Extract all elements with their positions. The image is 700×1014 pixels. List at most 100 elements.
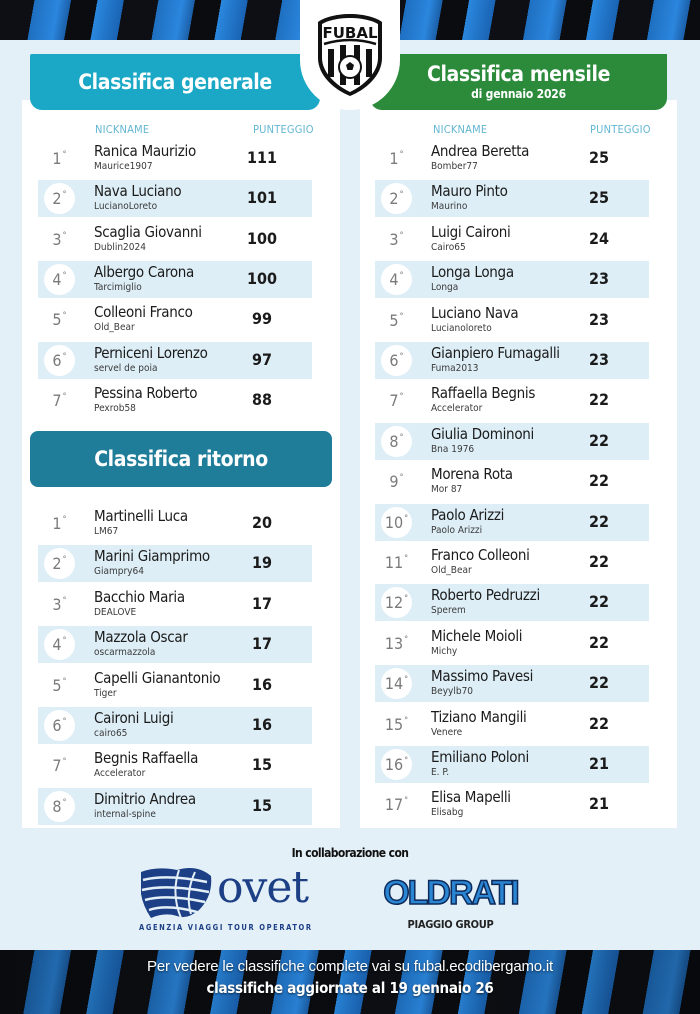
rank-badge: 7° — [44, 385, 75, 416]
ovet-wordmark: ovet — [217, 862, 309, 913]
player-score: 88 — [251, 389, 273, 409]
degree-symbol: ° — [404, 634, 409, 645]
player-nickname: Lucianoloreto — [431, 322, 492, 334]
degree-symbol: ° — [399, 190, 404, 201]
player-score: 22 — [588, 632, 610, 652]
col-nickname: NICKNAME — [433, 123, 488, 136]
degree-symbol: ° — [62, 676, 67, 687]
rank-badge: 3° — [381, 224, 412, 255]
rank-badge: 17° — [381, 789, 412, 820]
rank-number: 6 — [389, 351, 399, 370]
rank-number: 14 — [384, 674, 404, 694]
rank-number: 9 — [389, 472, 399, 492]
player-score: 25 — [588, 188, 610, 208]
table-row: 7° Pessina Roberto Pexrob58 88 — [38, 382, 312, 419]
player-name: Dimitrio Andrea — [94, 789, 196, 808]
rank-number: 6 — [52, 716, 62, 735]
player-nickname: Dublin2024 — [94, 241, 146, 253]
rank-badge: 2° — [44, 183, 75, 215]
rank-badge: 4° — [44, 629, 75, 661]
rank-badge: 2° — [381, 183, 412, 215]
rank-number: 13 — [384, 633, 404, 653]
player-score: 23 — [588, 350, 610, 369]
rank-badge: 6° — [44, 710, 75, 741]
rank-number: 7 — [52, 756, 62, 776]
degree-symbol: ° — [399, 432, 404, 443]
player-nickname: Pexrob58 — [94, 402, 136, 414]
player-score: 22 — [588, 713, 610, 733]
player-nickname: Elisabg — [431, 807, 464, 819]
player-nickname: DEALOVE — [94, 606, 137, 618]
rank-number: 4 — [52, 635, 62, 655]
rank-number: 17 — [384, 795, 404, 815]
table-row: 1° Ranica Maurizio Maurice1907 111 — [38, 140, 312, 177]
table-row: 17° Elisa Mapelli Elisabg 21 — [375, 786, 649, 823]
player-nickname: Tiger — [94, 687, 117, 699]
player-score: 22 — [588, 592, 610, 612]
player-name: Giulia Dominoni — [431, 424, 534, 443]
player-score: 100 — [246, 228, 278, 248]
player-nickname: Sperem — [431, 605, 466, 617]
table-row: 6° Caironi Luigi cairo65 16 — [38, 707, 312, 744]
rank-number: 5 — [52, 675, 62, 695]
player-nickname: cairo65 — [94, 728, 128, 739]
degree-symbol: ° — [404, 756, 409, 766]
player-score: 17 — [251, 634, 273, 654]
table-row: 13° Michele Moioli Michy 22 — [375, 625, 649, 662]
rank-badge: 6° — [44, 344, 75, 376]
table-row: 7° Raffaella Begnis Accelerator 22 — [375, 382, 649, 419]
player-nickname: Beyylb70 — [431, 686, 474, 698]
table-row: 4° Mazzola Oscar oscarmazzola 17 — [38, 626, 312, 664]
player-name: Andrea Beretta — [431, 142, 530, 160]
table-row: 1° Andrea Beretta Bomber77 25 — [375, 140, 649, 177]
table-row: 2° Marini Giamprimo Giampry64 19 — [38, 545, 312, 583]
degree-symbol: ° — [62, 150, 67, 160]
rank-badge: 5° — [44, 304, 75, 335]
rank-badge: 5° — [381, 305, 412, 336]
rank-badge: 7° — [381, 385, 412, 416]
header-classifica-mensile: Classifica mensile di gennaio 2026 — [370, 54, 667, 110]
footer-updated-line: classifiche aggiornate al 19 gennaio 26 — [206, 979, 494, 997]
rank-number: 10 — [384, 512, 404, 532]
fubal-logo: FUBAL — [300, 0, 400, 110]
rank-number: 15 — [384, 714, 404, 734]
player-name: Mazzola Oscar — [94, 628, 188, 647]
rank-number: 12 — [384, 593, 404, 613]
rank-badge: 13° — [381, 628, 412, 659]
col-punteggio: PUNTEGGIO — [253, 123, 314, 136]
degree-symbol: ° — [404, 594, 409, 605]
title-mensile: Classifica mensile — [426, 62, 610, 86]
collaboration-label: In collaborazione con — [291, 846, 409, 860]
degree-symbol: ° — [62, 351, 67, 362]
table-row: 3° Luigi Caironi Cairo65 24 — [375, 221, 649, 258]
table-row: 1° Martinelli Luca LM67 20 — [38, 505, 312, 542]
degree-symbol: ° — [399, 473, 404, 484]
player-nickname: LM67 — [94, 526, 119, 537]
table-row: 2° Nava Luciano LucianoLoreto 101 — [38, 180, 312, 218]
rank-number: 7 — [52, 390, 62, 410]
player-nickname: Fuma2013 — [431, 363, 479, 374]
panel-divider — [340, 100, 360, 828]
table-row: 6° Gianpiero Fumagalli Fuma2013 23 — [375, 342, 649, 379]
player-score: 23 — [588, 309, 610, 329]
rank-number: 2 — [52, 189, 62, 209]
degree-symbol: ° — [404, 715, 409, 726]
title-generale: Classifica generale — [78, 70, 272, 94]
rank-badge: 16° — [381, 749, 412, 780]
player-score: 21 — [588, 794, 610, 814]
table-row: 14° Massimo Pavesi Beyylb70 22 — [375, 665, 649, 703]
right-panel — [360, 100, 677, 828]
table-row: 5° Luciano Nava Lucianoloreto 23 — [375, 302, 649, 339]
degree-symbol: ° — [62, 230, 67, 241]
player-nickname: internal-spine — [94, 808, 156, 820]
table-row: 8° Giulia Dominoni Bna 1976 22 — [375, 422, 649, 460]
player-nickname: Venere — [431, 726, 463, 738]
player-name: Mauro Pinto — [431, 182, 508, 201]
player-name: Capelli Gianantonio — [94, 668, 221, 687]
degree-symbol: ° — [399, 352, 404, 362]
col-punteggio: PUNTEGGIO — [590, 123, 651, 136]
table-row: 3° Bacchio Maria DEALOVE 17 — [38, 586, 312, 623]
player-name: Morena Rota — [431, 465, 513, 484]
degree-symbol: ° — [62, 757, 67, 768]
player-score: 22 — [588, 390, 610, 410]
